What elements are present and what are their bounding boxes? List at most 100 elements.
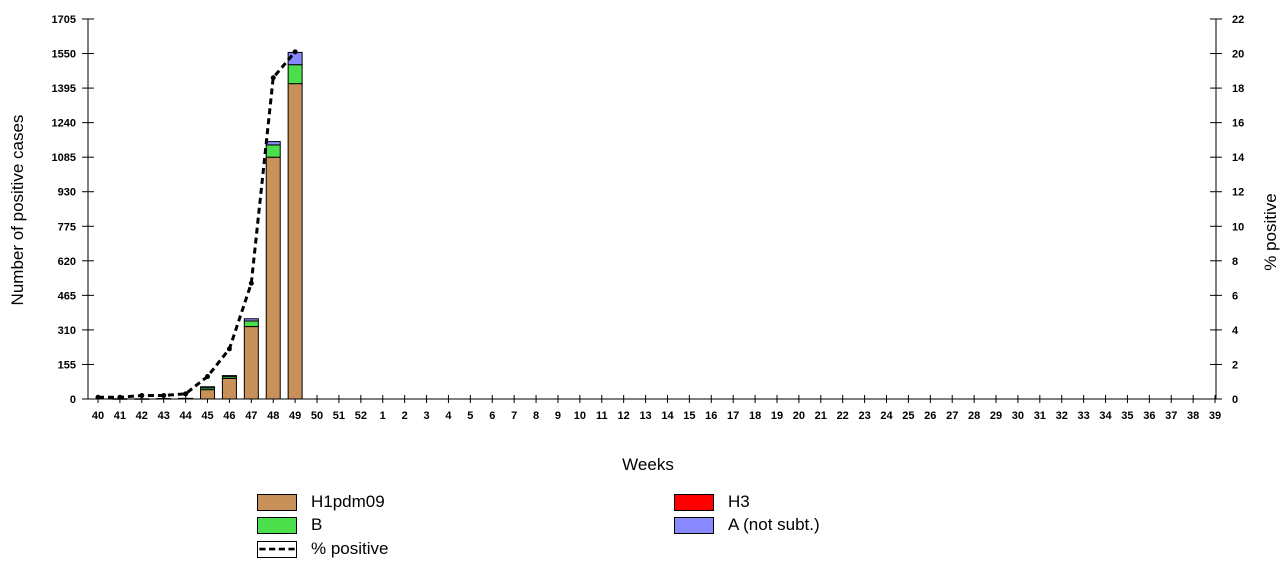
x-tick-label: 10 xyxy=(574,410,586,422)
percent-positive-path xyxy=(98,50,297,399)
percent-positive-point xyxy=(205,374,211,380)
x-tick-label: 47 xyxy=(245,410,257,422)
x-tick-label: 8 xyxy=(533,410,539,422)
x-tick-label: 22 xyxy=(837,410,849,422)
x-tick-label: 42 xyxy=(136,410,148,422)
y-tick-label: 1085 xyxy=(52,152,76,164)
y2-axis-title: % positive xyxy=(1261,193,1280,270)
x-tick-label: 35 xyxy=(1121,410,1133,422)
x-tick-label: 23 xyxy=(858,410,870,422)
x-tick-label: 20 xyxy=(793,410,805,422)
y2-tick-label: 2 xyxy=(1232,359,1238,371)
bar-h1pdm09 xyxy=(287,83,303,400)
x-tick-label: 5 xyxy=(467,410,473,422)
percent-positive-point xyxy=(226,346,232,352)
bars xyxy=(112,51,303,400)
percent-positive-point xyxy=(95,394,101,400)
bar-a-not-subt xyxy=(243,318,259,322)
x-tick-label: 29 xyxy=(990,410,1002,422)
x-tick-label: 19 xyxy=(771,410,783,422)
x-tick-label: 34 xyxy=(1099,410,1112,422)
y-tick-label: 1240 xyxy=(52,118,76,130)
x-axis-title: Weeks xyxy=(622,455,674,474)
bar-h1pdm09 xyxy=(178,397,194,400)
x-tick-label: 45 xyxy=(201,410,213,422)
percent-positive-point xyxy=(139,393,145,399)
bar-b xyxy=(265,144,281,158)
x-tick-label: 25 xyxy=(902,410,914,422)
y-axis-title: Number of positive cases xyxy=(8,115,27,306)
x-tick-label: 51 xyxy=(333,410,345,422)
y2-tick-label: 0 xyxy=(1232,394,1238,406)
bar-a-not-subt xyxy=(265,141,281,146)
y-tick-label: 0 xyxy=(70,394,76,406)
bar-h1pdm09 xyxy=(221,377,237,400)
y2-tick-label: 22 xyxy=(1232,14,1244,26)
x-tick-label: 3 xyxy=(423,410,429,422)
bar-h1pdm09 xyxy=(156,398,172,400)
percent-positive-line xyxy=(95,49,298,400)
y-tick-label: 620 xyxy=(58,256,76,268)
x-tick-label: 1 xyxy=(380,410,386,422)
x-tick-label: 27 xyxy=(946,410,958,422)
bar-b xyxy=(243,320,259,328)
y2-tick-label: 4 xyxy=(1232,325,1239,337)
percent-positive-point xyxy=(248,280,254,286)
bar-a-not-subt xyxy=(200,386,216,389)
bar-h1pdm09 xyxy=(243,326,259,400)
x-tick-label: 30 xyxy=(1012,410,1024,422)
x-tick-label: 36 xyxy=(1143,410,1155,422)
bar-h1pdm09 xyxy=(200,389,216,400)
x-tick-label: 41 xyxy=(114,410,126,422)
x-tick-label: 16 xyxy=(705,410,717,422)
percent-positive-point xyxy=(161,393,167,399)
percent-positive-point xyxy=(117,394,123,400)
x-tick-label: 9 xyxy=(555,410,561,422)
y-tick-label: 1705 xyxy=(52,14,76,26)
percent-positive-point xyxy=(270,75,276,81)
x-tick-label: 2 xyxy=(402,410,408,422)
x-tick-label: 32 xyxy=(1056,410,1068,422)
x-tick-label: 7 xyxy=(511,410,517,422)
x-tick-label: 13 xyxy=(639,410,651,422)
bar-b xyxy=(287,64,303,85)
y-tick-label: 1550 xyxy=(52,49,76,61)
y-tick-label: 1395 xyxy=(52,83,76,95)
bar-h1pdm09 xyxy=(134,398,150,400)
x-tick-label: 14 xyxy=(661,410,674,422)
y-tick-label: 155 xyxy=(58,359,76,371)
x-tick-label: 43 xyxy=(158,410,170,422)
percent-positive-point xyxy=(183,391,189,397)
x-tick-label: 39 xyxy=(1209,410,1221,422)
x-tick-label: 31 xyxy=(1034,410,1046,422)
x-tick-label: 26 xyxy=(924,410,936,422)
y2-tick-label: 16 xyxy=(1232,118,1244,130)
tick-labels: 0155310465620775930108512401395155017050… xyxy=(52,14,1246,422)
x-tick-label: 48 xyxy=(267,410,279,422)
y2-tick-label: 10 xyxy=(1232,221,1244,233)
x-tick-label: 37 xyxy=(1165,410,1177,422)
y-tick-label: 930 xyxy=(58,187,76,199)
x-tick-label: 4 xyxy=(445,410,452,422)
y2-tick-label: 12 xyxy=(1232,187,1244,199)
y2-tick-label: 18 xyxy=(1232,83,1244,95)
x-tick-label: 50 xyxy=(311,410,323,422)
x-tick-label: 15 xyxy=(683,410,695,422)
x-tick-label: 40 xyxy=(92,410,104,422)
x-tick-label: 46 xyxy=(223,410,235,422)
y2-tick-label: 8 xyxy=(1232,256,1238,268)
x-tick-label: 6 xyxy=(489,410,495,422)
y-tick-label: 465 xyxy=(58,290,76,302)
percent-positive-point xyxy=(292,49,298,55)
x-tick-label: 18 xyxy=(749,410,761,422)
x-tick-label: 21 xyxy=(815,410,827,422)
bar-h1pdm09 xyxy=(265,156,281,400)
x-tick-label: 49 xyxy=(289,410,301,422)
y2-tick-label: 6 xyxy=(1232,290,1238,302)
x-tick-label: 12 xyxy=(618,410,630,422)
x-tick-label: 44 xyxy=(179,410,192,422)
bar-a-not-subt xyxy=(221,375,237,378)
x-tick-label: 52 xyxy=(355,410,367,422)
x-tick-label: 33 xyxy=(1078,410,1090,422)
